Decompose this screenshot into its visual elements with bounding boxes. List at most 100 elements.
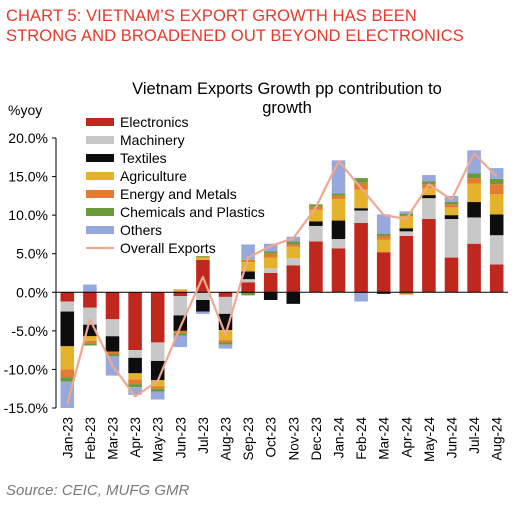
bar-chemicals-and-plastics xyxy=(173,333,188,336)
x-tick-label: Feb-24 xyxy=(354,417,369,460)
bar-chemicals-and-plastics xyxy=(196,256,210,257)
bar-chemicals-and-plastics xyxy=(467,173,481,179)
legend-swatch xyxy=(86,226,114,234)
x-tick-label: May-24 xyxy=(422,417,437,463)
bar-agriculture xyxy=(309,209,323,222)
x-tick-label: Jul-24 xyxy=(467,417,482,454)
x-tick-label: Oct-23 xyxy=(264,417,279,458)
bar-others xyxy=(376,214,391,234)
x-tick-label: Apr-23 xyxy=(128,417,143,458)
bar-electronics xyxy=(309,241,323,293)
bar-agriculture xyxy=(150,380,165,387)
legend-item-chemicals-and-plastics: Chemicals and Plastics xyxy=(86,204,265,220)
bar-electronics xyxy=(60,292,75,302)
bar-textiles xyxy=(467,202,481,218)
bar-chemicals-and-plastics xyxy=(60,377,75,382)
bar-chemicals-and-plastics xyxy=(83,343,97,346)
bar-agriculture xyxy=(83,336,97,341)
bar-textiles xyxy=(60,311,75,347)
bar-electronics xyxy=(218,292,233,297)
chart-title-line: Vietnam Exports Growth pp contribution t… xyxy=(132,80,442,98)
legend-label: Others xyxy=(120,222,162,238)
bar-agriculture xyxy=(286,246,301,259)
legend-label: Textiles xyxy=(120,150,167,166)
bar-agriculture xyxy=(422,188,436,196)
bar-textiles xyxy=(263,292,278,300)
y-axis-ticks: 20.0% 15.0% 10.0% 5.0% 0.0% -5.0% -10.0% -15.0% xyxy=(4,130,56,416)
bar-textiles xyxy=(376,292,391,294)
bar-electronics xyxy=(399,235,414,293)
bar-chemicals-and-plastics xyxy=(376,233,391,236)
bar-textiles xyxy=(241,271,255,280)
bar-others xyxy=(489,168,504,179)
legend-label: Chemicals and Plastics xyxy=(120,204,265,220)
bar-others xyxy=(150,391,165,400)
bar-agriculture xyxy=(173,289,188,293)
bar-machinery xyxy=(83,307,97,325)
bar-electronics xyxy=(83,292,97,308)
bar-electronics xyxy=(263,273,278,293)
x-tick-label: Jun-24 xyxy=(445,417,460,459)
overall-exports-line xyxy=(66,152,498,405)
bar-textiles xyxy=(354,208,368,211)
bar-machinery xyxy=(354,210,368,223)
x-tick-label: Jul-23 xyxy=(196,417,211,454)
bar-machinery xyxy=(422,198,436,219)
bar-energy-and-metals xyxy=(444,204,459,208)
bar-energy-and-metals xyxy=(83,340,97,344)
bar-energy-and-metals xyxy=(263,253,278,258)
x-tick-label: Jun-23 xyxy=(173,417,188,458)
chart-heading: CHART 5: VIETNAM’S EXPORT GROWTH HAS BEE… xyxy=(6,6,516,46)
legend-swatch xyxy=(86,136,114,144)
bar-chemicals-and-plastics xyxy=(354,178,368,183)
bar-electronics xyxy=(105,292,120,320)
bar-energy-and-metals xyxy=(128,379,142,385)
chart-title-line: growth xyxy=(262,99,312,117)
bar-energy-and-metals xyxy=(105,351,120,354)
bar-electronics xyxy=(489,264,504,293)
bar-machinery xyxy=(150,342,165,361)
source-note: Source: CEIC, MUFG GMR xyxy=(6,482,190,499)
bar-agriculture xyxy=(489,194,504,215)
y-tick-label: -10.0% xyxy=(4,361,48,377)
bar-agriculture xyxy=(128,373,142,380)
legend-item-others: Others xyxy=(86,222,162,238)
bar-machinery xyxy=(196,292,210,300)
bar-machinery xyxy=(60,301,75,312)
bar-others xyxy=(196,311,210,314)
bar-agriculture xyxy=(241,262,255,272)
bar-textiles xyxy=(444,215,459,219)
bar-segments xyxy=(60,150,504,408)
bar-textiles xyxy=(309,221,323,226)
bar-machinery xyxy=(331,239,346,249)
bar-agriculture xyxy=(354,189,368,209)
bar-machinery xyxy=(489,235,504,265)
bar-electronics xyxy=(241,282,255,293)
bar-others xyxy=(354,292,368,302)
bar-others xyxy=(83,284,97,293)
bar-machinery xyxy=(399,231,414,236)
bar-energy-and-metals xyxy=(376,235,391,240)
bar-chemicals-and-plastics xyxy=(489,178,504,185)
y-tick-label: 0.0% xyxy=(16,284,48,300)
legend-item-overall-exports: Overall Exports xyxy=(86,240,216,256)
legend-label: Overall Exports xyxy=(120,240,216,256)
bar-machinery xyxy=(105,319,120,337)
bar-electronics xyxy=(354,222,368,293)
y-tick-label: 5.0% xyxy=(16,246,48,262)
bar-chemicals-and-plastics xyxy=(399,213,414,216)
x-tick-label: Apr-24 xyxy=(399,417,414,458)
legend-item-agriculture: Agriculture xyxy=(86,168,187,184)
x-tick-label: Dec-23 xyxy=(309,417,324,461)
x-tick-label: Nov-23 xyxy=(286,417,301,461)
bar-electronics xyxy=(173,292,188,297)
x-tick-label: May-23 xyxy=(151,417,166,462)
bar-chemicals-and-plastics xyxy=(150,388,165,392)
bar-chemicals-and-plastics xyxy=(444,202,459,205)
bar-textiles xyxy=(489,214,504,236)
bar-agriculture xyxy=(60,346,75,370)
x-tick-label: Jan-24 xyxy=(332,417,347,459)
legend-label: Machinery xyxy=(120,132,185,148)
x-tick-label: Feb-23 xyxy=(83,417,98,460)
bar-textiles xyxy=(128,357,142,374)
